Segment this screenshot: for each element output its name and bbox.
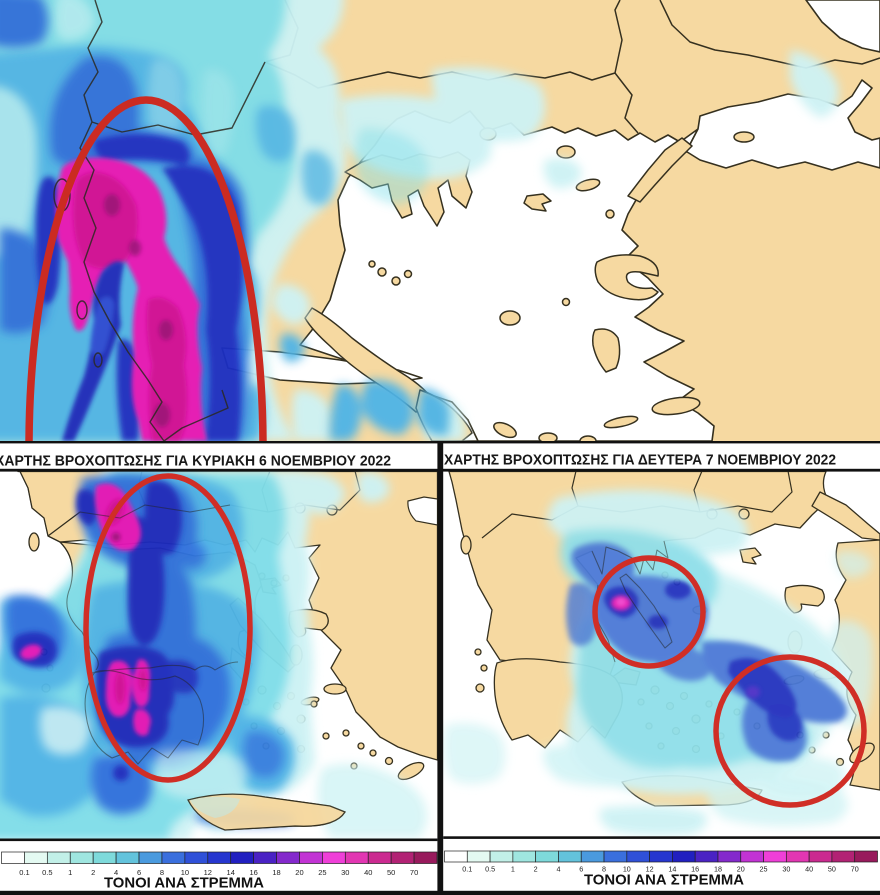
svg-text:40: 40 [805, 865, 813, 874]
svg-text:70: 70 [851, 865, 859, 874]
svg-text:30: 30 [341, 868, 349, 877]
svg-text:10: 10 [181, 868, 189, 877]
svg-text:1: 1 [511, 865, 515, 874]
svg-text:0.1: 0.1 [462, 865, 472, 874]
svg-text:8: 8 [160, 868, 164, 877]
svg-text:18: 18 [272, 868, 280, 877]
svg-text:20: 20 [737, 865, 745, 874]
svg-text:16: 16 [691, 865, 699, 874]
svg-text:2: 2 [534, 865, 538, 874]
svg-text:12: 12 [646, 865, 654, 874]
svg-text:8: 8 [602, 865, 606, 874]
svg-text:0.1: 0.1 [19, 868, 29, 877]
svg-text:0.5: 0.5 [485, 865, 495, 874]
svg-text:16: 16 [249, 868, 257, 877]
svg-text:4: 4 [114, 868, 118, 877]
svg-text:50: 50 [387, 868, 395, 877]
svg-text:0.5: 0.5 [42, 868, 52, 877]
svg-text:1: 1 [68, 868, 72, 877]
svg-text:12: 12 [204, 868, 212, 877]
svg-text:70: 70 [410, 868, 418, 877]
svg-text:25: 25 [318, 868, 326, 877]
svg-text:2: 2 [91, 868, 95, 877]
svg-text:14: 14 [668, 865, 676, 874]
svg-text:50: 50 [828, 865, 836, 874]
svg-text:14: 14 [227, 868, 235, 877]
svg-text:ΤΟΝΟΙ ΑΝΑ ΣΤΡΕΜΜΑ: ΤΟΝΟΙ ΑΝΑ ΣΤΡΕΜΜΑ [584, 872, 744, 889]
svg-text:30: 30 [782, 865, 790, 874]
svg-text:10: 10 [623, 865, 631, 874]
svg-text:18: 18 [714, 865, 722, 874]
svg-text:6: 6 [137, 868, 141, 877]
svg-text:ΧΑΡΤΗΣ ΒΡΟΧΟΠΤΩΣΗΣ ΓΙΑ ΚΥΡΙΑΚΗ: ΧΑΡΤΗΣ ΒΡΟΧΟΠΤΩΣΗΣ ΓΙΑ ΚΥΡΙΑΚΗ 6 ΝΟΕΜΒΡΙ… [0, 454, 391, 470]
svg-text:4: 4 [556, 865, 560, 874]
svg-text:40: 40 [364, 868, 372, 877]
svg-text:6: 6 [579, 865, 583, 874]
svg-text:ΤΟΝΟΙ ΑΝΑ ΣΤΡΕΜΜΑ: ΤΟΝΟΙ ΑΝΑ ΣΤΡΕΜΜΑ [104, 875, 264, 892]
svg-text:20: 20 [295, 868, 303, 877]
svg-text:25: 25 [760, 865, 768, 874]
svg-text:ΧΑΡΤΗΣ ΒΡΟΧΟΠΤΩΣΗΣ ΓΙΑ ΔΕΥΤΕΡΑ: ΧΑΡΤΗΣ ΒΡΟΧΟΠΤΩΣΗΣ ΓΙΑ ΔΕΥΤΕΡΑ 7 ΝΟΕΜΒΡΙ… [444, 453, 836, 469]
